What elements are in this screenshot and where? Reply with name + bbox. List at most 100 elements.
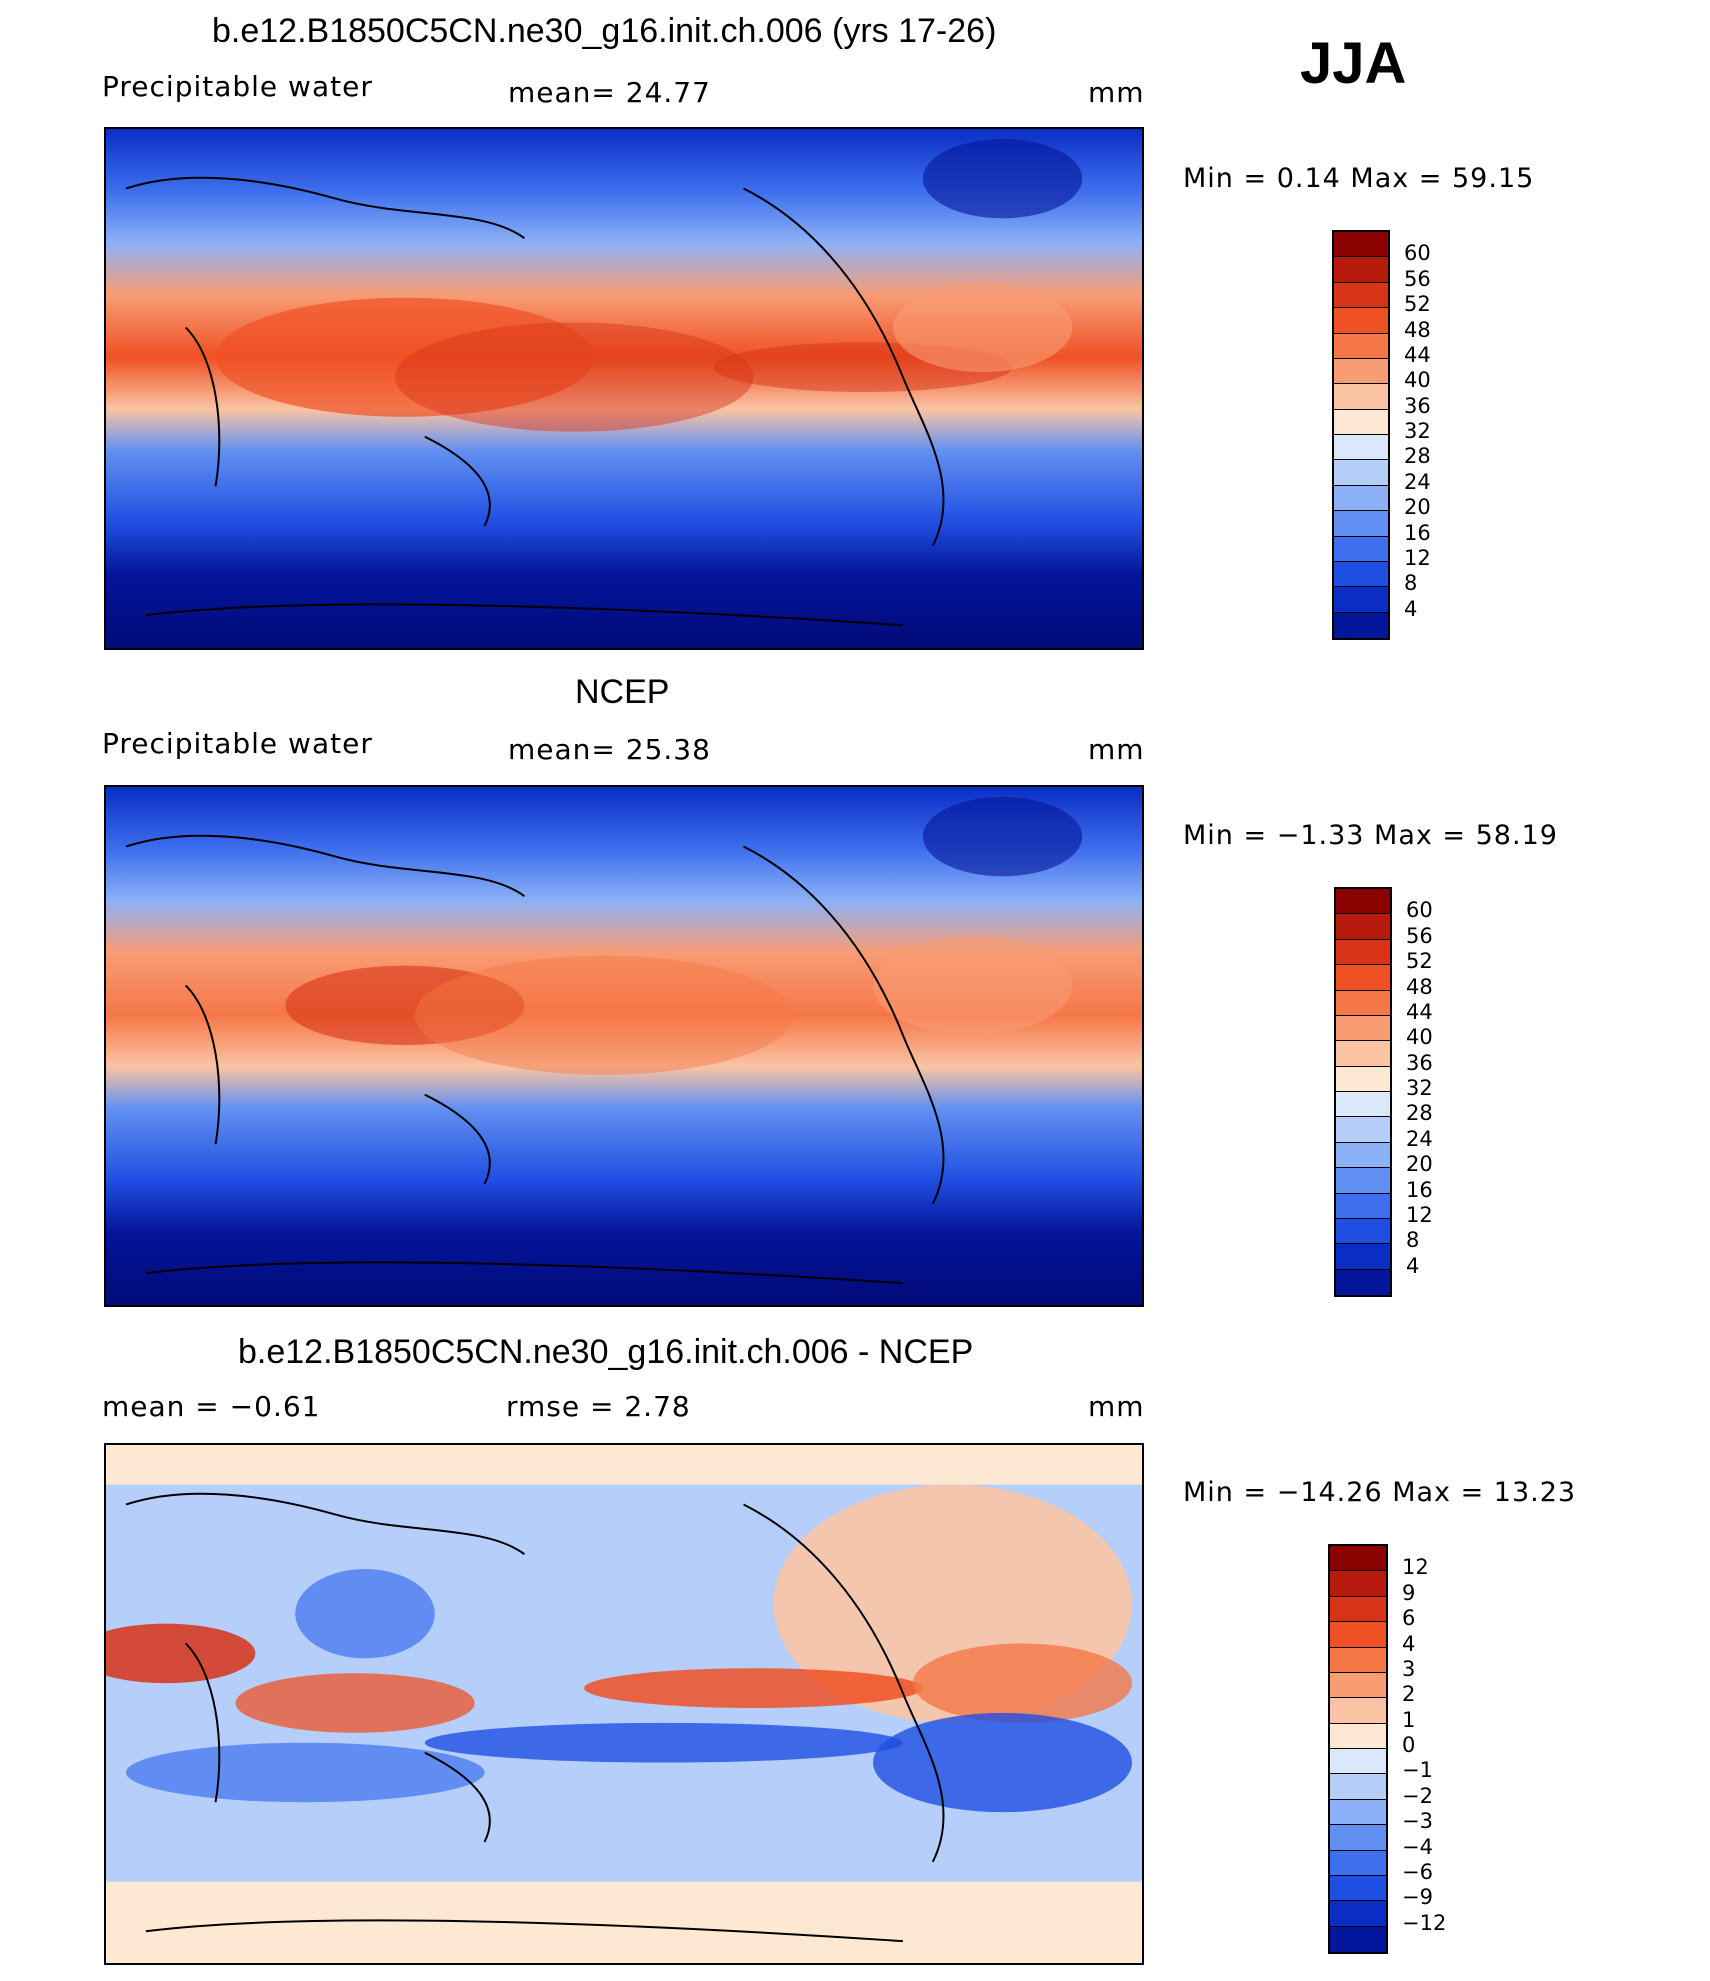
colorbar-swatch	[1330, 1546, 1386, 1572]
panel-3-rmse-label: rmse = 2.78	[506, 1390, 691, 1423]
colorbar-tick-label: 16	[1404, 520, 1431, 545]
colorbar-swatch	[1330, 1875, 1386, 1902]
colorbar-swatch	[1334, 612, 1388, 638]
panel-2-map	[104, 785, 1144, 1307]
colorbar-swatch	[1330, 1749, 1386, 1775]
colorbar-tick-label: 12	[1406, 1202, 1433, 1227]
colorbar-tick-label: 52	[1406, 949, 1433, 974]
colorbar-tick-label: 48	[1406, 974, 1433, 999]
colorbar-swatch	[1330, 1799, 1386, 1826]
colorbar-swatch	[1336, 914, 1390, 940]
colorbar-tick-label: 9	[1402, 1580, 1416, 1605]
colorbar-swatch	[1334, 282, 1388, 309]
colorbar-tick-label: 12	[1402, 1555, 1429, 1580]
season-label: JJA	[1300, 31, 1407, 96]
colorbar-tick-label: 36	[1406, 1050, 1433, 1075]
colorbar-swatch	[1336, 1218, 1390, 1245]
colorbar-tick-label: 8	[1406, 1228, 1420, 1253]
colorbar-tick-label: 20	[1406, 1152, 1433, 1177]
colorbar-tick-label: −12	[1402, 1910, 1447, 1935]
colorbar-swatch	[1336, 965, 1390, 991]
colorbar-swatch	[1336, 1041, 1390, 1067]
colorbar-swatch	[1330, 1723, 1386, 1749]
colorbar-swatch	[1334, 460, 1388, 486]
colorbar-swatch	[1336, 1117, 1390, 1143]
colorbar-tick-label: 3	[1402, 1656, 1416, 1681]
colorbar-tick-label: 4	[1404, 596, 1418, 621]
colorbar-swatch	[1330, 1825, 1386, 1851]
colorbar-swatch	[1336, 1066, 1390, 1092]
colorbar-swatch	[1330, 1774, 1386, 1800]
colorbar-tick-label: −6	[1402, 1859, 1433, 1884]
colorbar-swatch	[1334, 561, 1388, 588]
colorbar-swatch	[1330, 1596, 1386, 1623]
colorbar-tick-label: −3	[1402, 1809, 1433, 1834]
colorbar-tick-label: 60	[1404, 241, 1431, 266]
colorbar-tick-label: 28	[1404, 444, 1431, 469]
colorbar-tick-label: 44	[1406, 999, 1433, 1024]
panel-1-mean-label: mean= 24.77	[508, 76, 711, 109]
colorbar-tick-label: 40	[1406, 1025, 1433, 1050]
colorbar-tick-label: 36	[1404, 393, 1431, 418]
colorbar-swatch	[1330, 1926, 1386, 1952]
colorbar-swatch	[1336, 1193, 1390, 1219]
panel-1-variable-label: Precipitable water	[102, 70, 373, 103]
panel-1-map	[104, 127, 1144, 650]
colorbar-swatch	[1330, 1571, 1386, 1597]
panel-2-minmax: Min = −1.33 Max = 58.19	[1183, 820, 1558, 851]
colorbar-swatch	[1334, 409, 1388, 435]
colorbar-tick-label: 32	[1404, 419, 1431, 443]
colorbar-tick-label: 4	[1406, 1253, 1420, 1278]
colorbar-tick-label: −1	[1402, 1758, 1433, 1783]
panel-2-variable-label: Precipitable water	[102, 727, 373, 760]
colorbar-tick-label: 12	[1404, 545, 1431, 570]
panel-2-units: mm	[1088, 733, 1145, 766]
panel-2-colorbar	[1334, 887, 1392, 1297]
colorbar-swatch	[1334, 435, 1388, 461]
colorbar-tick-label: 20	[1404, 495, 1431, 520]
colorbar-swatch	[1330, 1850, 1386, 1876]
colorbar-swatch	[1330, 1901, 1386, 1927]
colorbar-swatch	[1334, 511, 1388, 537]
colorbar-swatch	[1336, 1142, 1390, 1169]
colorbar-swatch	[1334, 587, 1388, 613]
colorbar-swatch	[1330, 1622, 1386, 1648]
panel-3-colorbar	[1328, 1544, 1388, 1954]
panel-3-mean-label: mean = −0.61	[102, 1390, 321, 1423]
colorbar-tick-label: 44	[1404, 342, 1431, 367]
colorbar-swatch	[1334, 232, 1388, 258]
panel-2-title: NCEP	[575, 673, 670, 711]
colorbar-swatch	[1336, 1168, 1390, 1194]
colorbar-tick-label: 24	[1404, 469, 1431, 494]
colorbar-tick-label: −9	[1402, 1885, 1433, 1910]
colorbar-tick-label: 60	[1406, 898, 1433, 923]
colorbar-tick-label: −4	[1402, 1834, 1433, 1859]
colorbar-swatch	[1336, 1092, 1390, 1118]
colorbar-swatch	[1336, 1244, 1390, 1270]
colorbar-tick-label: −2	[1402, 1783, 1433, 1808]
colorbar-tick-label: 56	[1406, 923, 1433, 948]
colorbar-swatch	[1334, 485, 1388, 512]
panel-1-minmax: Min = 0.14 Max = 59.15	[1183, 163, 1535, 194]
colorbar-swatch	[1334, 536, 1388, 562]
colorbar-tick-label: 56	[1404, 266, 1431, 291]
colorbar-swatch	[1336, 990, 1390, 1016]
colorbar-swatch	[1334, 384, 1388, 410]
panel-1-colorbar	[1332, 230, 1390, 640]
panel-1-title: b.e12.B1850C5CN.ne30_g16.init.ch.006 (yr…	[212, 12, 997, 50]
colorbar-swatch	[1330, 1672, 1386, 1699]
colorbar-tick-label: 8	[1404, 571, 1418, 596]
panel-3-units: mm	[1088, 1390, 1145, 1423]
colorbar-swatch	[1336, 1269, 1390, 1295]
colorbar-swatch	[1336, 1015, 1390, 1042]
colorbar-tick-label: 6	[1402, 1606, 1416, 1631]
panel-3-minmax: Min = −14.26 Max = 13.23	[1183, 1477, 1577, 1508]
colorbar-swatch	[1336, 939, 1390, 966]
colorbar-tick-label: 16	[1406, 1177, 1433, 1202]
colorbar-tick-label: 24	[1406, 1126, 1433, 1151]
colorbar-tick-label: 2	[1402, 1682, 1416, 1707]
colorbar-swatch	[1334, 257, 1388, 283]
colorbar-tick-label: 48	[1404, 317, 1431, 342]
panel-3-title: b.e12.B1850C5CN.ne30_g16.init.ch.006 - N…	[238, 1333, 974, 1371]
colorbar-swatch	[1334, 358, 1388, 385]
